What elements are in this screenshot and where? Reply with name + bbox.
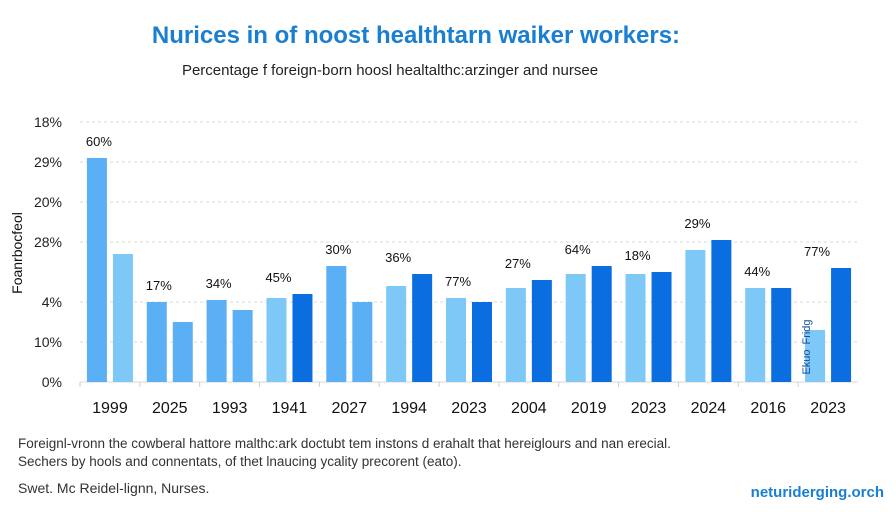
chart-title: Nurices in of noost healthtarn waiker wo… — [151, 22, 681, 49]
bar-chart: 0% 10% 4% 28% 20% 29% 18% Foanrbocfeol 60% 1999 17… — [9, 114, 858, 417]
bar — [352, 302, 373, 382]
x-tick-label: 1999 — [92, 400, 128, 417]
bar — [446, 298, 466, 382]
bar — [326, 266, 347, 382]
bar — [172, 322, 193, 382]
y-tick-label: 18% — [34, 114, 62, 130]
bar — [831, 268, 852, 382]
brand-link[interactable]: neturiderging.orch — [750, 484, 884, 501]
data-label: 60% — [86, 134, 112, 149]
y-tick-label: 4% — [42, 294, 62, 310]
bar — [771, 288, 792, 382]
bar — [651, 272, 672, 382]
bar — [412, 274, 433, 382]
x-tick-label: 2019 — [571, 400, 607, 417]
footnote-line-1: Foreignl-vronn the cowberal hattore malt… — [18, 436, 671, 451]
bar — [685, 250, 706, 382]
x-tick-label: 2016 — [750, 400, 786, 417]
bar — [591, 266, 612, 382]
bar — [206, 300, 227, 382]
data-label: 30% — [325, 242, 351, 257]
x-tick-label: 2023 — [451, 400, 487, 417]
data-label: 34% — [206, 276, 232, 291]
data-label: 29% — [684, 216, 710, 231]
x-tick-label: 2023 — [631, 400, 667, 417]
bar — [86, 158, 107, 382]
data-label: 36% — [385, 250, 411, 265]
bar — [531, 280, 552, 382]
y-axis-label: Foanrbocfeol — [9, 212, 25, 294]
y-tick-label: 20% — [34, 194, 62, 210]
bar — [625, 274, 646, 382]
y-tick-label: 28% — [34, 234, 62, 250]
y-tick-label: 10% — [34, 334, 62, 350]
footnote-line-2: Sechers by hools and connentats, of thet… — [18, 454, 462, 469]
bar — [805, 330, 826, 382]
bar — [505, 288, 526, 382]
source-note: Swet. Mc Reidel-lignn, Nurses. — [18, 480, 210, 496]
inline-annotation: Fridg — [801, 319, 813, 344]
x-tick-label: 2025 — [152, 400, 188, 417]
bar — [472, 302, 492, 382]
x-tick-label: 2023 — [810, 400, 846, 417]
bar — [711, 240, 732, 382]
data-label: 17% — [146, 278, 172, 293]
y-tick-label: 29% — [34, 154, 62, 170]
data-label: 77% — [445, 274, 471, 289]
x-tick-label: 1994 — [391, 400, 427, 417]
bar — [745, 288, 766, 382]
bar — [565, 274, 586, 382]
data-label: 64% — [565, 242, 591, 257]
x-tick-label: 2027 — [332, 400, 368, 417]
bar — [266, 298, 287, 382]
bar — [146, 302, 167, 382]
bar — [386, 286, 407, 382]
x-tick-label: 2004 — [511, 400, 547, 417]
bar — [112, 254, 133, 382]
inline-annotation: Ekuo — [801, 349, 813, 374]
x-tick-label: 1941 — [272, 400, 308, 417]
bar — [232, 310, 253, 382]
x-tick-label: 1993 — [212, 400, 248, 417]
chart-subtitle: Percentage f foreign-born hoosl healtalt… — [181, 62, 599, 79]
data-label: 18% — [625, 248, 651, 263]
data-label: 45% — [265, 270, 291, 285]
bar — [292, 294, 313, 382]
data-label: 27% — [505, 256, 531, 271]
data-label: 77% — [804, 244, 830, 259]
x-tick-label: 2024 — [691, 400, 727, 417]
data-label: 44% — [744, 264, 770, 279]
y-tick-label: 0% — [42, 374, 62, 390]
